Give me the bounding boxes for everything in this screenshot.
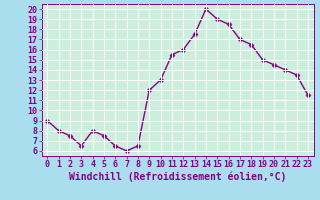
X-axis label: Windchill (Refroidissement éolien,°C): Windchill (Refroidissement éolien,°C) [69, 172, 286, 182]
